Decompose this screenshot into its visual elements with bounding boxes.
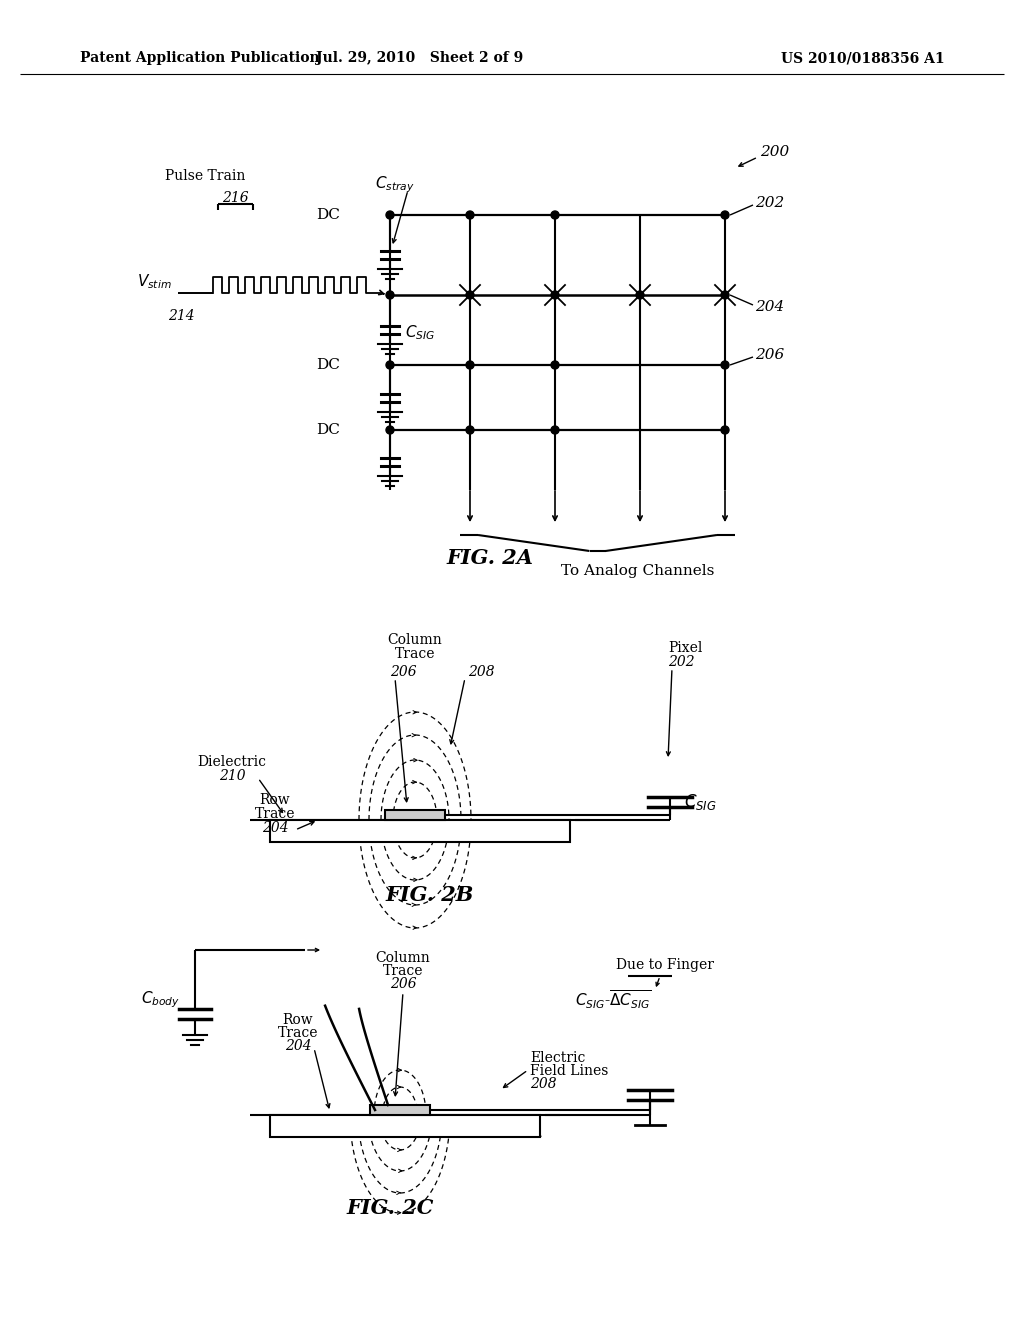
Circle shape — [721, 426, 729, 434]
Circle shape — [551, 360, 559, 370]
Text: US 2010/0188356 A1: US 2010/0188356 A1 — [781, 51, 945, 65]
Circle shape — [551, 290, 559, 300]
Text: Row: Row — [283, 1012, 313, 1027]
Text: FIG. 2C: FIG. 2C — [346, 1199, 434, 1218]
Text: Column: Column — [376, 950, 430, 965]
Circle shape — [721, 360, 729, 370]
Text: Due to Finger: Due to Finger — [616, 958, 714, 972]
Text: DC: DC — [316, 209, 340, 222]
Text: 204: 204 — [285, 1039, 311, 1053]
Text: 214: 214 — [168, 309, 195, 323]
Text: $C_{stray}$: $C_{stray}$ — [375, 174, 415, 195]
Circle shape — [636, 290, 644, 300]
Circle shape — [386, 290, 394, 300]
Text: 210: 210 — [219, 770, 246, 783]
Circle shape — [386, 360, 394, 370]
Circle shape — [466, 426, 474, 434]
Text: 208: 208 — [468, 665, 495, 678]
Text: 202: 202 — [668, 655, 694, 669]
Text: Pixel: Pixel — [668, 642, 702, 655]
Text: $C_{body}$: $C_{body}$ — [141, 990, 180, 1010]
Text: Trace: Trace — [255, 807, 295, 821]
Text: DC: DC — [316, 422, 340, 437]
Bar — [270, 820, 570, 842]
Text: FIG. 2A: FIG. 2A — [446, 548, 534, 568]
Text: Row: Row — [260, 793, 291, 807]
Text: Trace: Trace — [394, 647, 435, 661]
Text: Patent Application Publication: Patent Application Publication — [80, 51, 319, 65]
Text: To Analog Channels: To Analog Channels — [561, 564, 714, 578]
Bar — [270, 1115, 540, 1137]
Text: Field Lines: Field Lines — [530, 1064, 608, 1078]
Text: Jul. 29, 2010   Sheet 2 of 9: Jul. 29, 2010 Sheet 2 of 9 — [316, 51, 523, 65]
Text: Trace: Trace — [383, 964, 423, 978]
Text: $C_{SIG}$: $C_{SIG}$ — [406, 323, 435, 342]
Text: Trace: Trace — [278, 1026, 318, 1040]
Text: Pulse Train: Pulse Train — [165, 169, 245, 183]
Text: Column: Column — [388, 634, 442, 647]
Text: 216: 216 — [221, 191, 248, 205]
Text: $C_{SIG}$-$\overline{\Delta C_{SIG}}$: $C_{SIG}$-$\overline{\Delta C_{SIG}}$ — [575, 989, 651, 1011]
Text: 204: 204 — [262, 821, 289, 836]
Circle shape — [386, 426, 394, 434]
Circle shape — [466, 211, 474, 219]
Text: $C_{SIG}$: $C_{SIG}$ — [684, 792, 717, 812]
Text: 200: 200 — [760, 145, 790, 158]
Circle shape — [466, 360, 474, 370]
Text: FIG. 2B: FIG. 2B — [386, 884, 474, 906]
Circle shape — [386, 211, 394, 219]
Text: 206: 206 — [755, 348, 784, 362]
Text: Electric: Electric — [530, 1051, 586, 1065]
Text: 206: 206 — [390, 665, 417, 678]
Circle shape — [551, 211, 559, 219]
Text: 206: 206 — [390, 977, 417, 991]
Text: Dielectric: Dielectric — [198, 755, 266, 770]
Circle shape — [721, 211, 729, 219]
Text: 204: 204 — [755, 300, 784, 314]
Text: DC: DC — [316, 358, 340, 372]
Circle shape — [466, 290, 474, 300]
Text: 208: 208 — [530, 1077, 557, 1092]
Text: 202: 202 — [755, 195, 784, 210]
Circle shape — [721, 290, 729, 300]
Bar — [370, 1105, 430, 1115]
Bar — [385, 810, 445, 820]
Circle shape — [551, 426, 559, 434]
Text: $V_{stim}$: $V_{stim}$ — [137, 273, 172, 292]
